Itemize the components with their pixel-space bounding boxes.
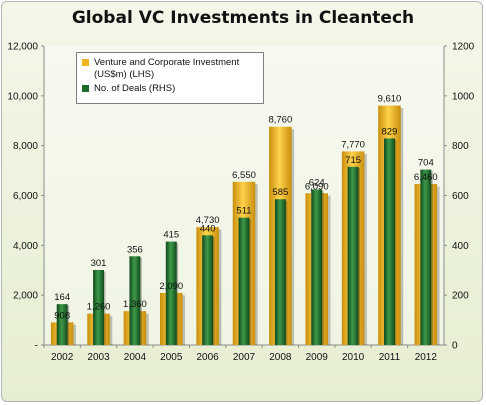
chart-title: Global VC Investments in Cleantech bbox=[71, 8, 415, 28]
x-tick-label: 2008 bbox=[269, 352, 292, 363]
x-tick-label: 2002 bbox=[51, 352, 74, 363]
y-left-tick-label: 4,000 bbox=[13, 241, 38, 252]
deals-bar bbox=[56, 304, 68, 345]
deals-data-label: 704 bbox=[418, 158, 434, 169]
deals-data-label: 715 bbox=[345, 155, 361, 166]
deals-bar bbox=[384, 138, 395, 345]
investment-data-label: 908 bbox=[54, 310, 70, 321]
deals-bar bbox=[165, 241, 177, 345]
deals-bar bbox=[347, 166, 359, 345]
legend-swatch-deals bbox=[82, 85, 89, 92]
legend: Venture and Corporate Investment (US$m) … bbox=[76, 52, 264, 104]
deals-bar bbox=[420, 169, 432, 345]
investment-data-label: 6,460 bbox=[414, 172, 438, 183]
y-right-tick-label: 400 bbox=[452, 241, 469, 252]
legend-item-deals: No. of Deals (RHS) bbox=[82, 83, 258, 95]
legend-item-investment: Venture and Corporate Investment (US$m) … bbox=[82, 57, 258, 81]
x-tick-label: 2004 bbox=[124, 352, 147, 363]
investment-data-label: 7,770 bbox=[341, 139, 365, 150]
y-left-tick-label: 12,000 bbox=[7, 42, 38, 53]
deals-bar bbox=[93, 270, 104, 345]
deals-data-label: 624 bbox=[309, 178, 325, 189]
x-tick-label: 2011 bbox=[379, 352, 401, 363]
deals-data-label: 301 bbox=[91, 258, 107, 269]
deals-bar bbox=[238, 217, 250, 345]
deals-data-label: 415 bbox=[163, 230, 179, 241]
x-tick-label: 2010 bbox=[342, 352, 365, 363]
y-right-tick-label: 200 bbox=[452, 291, 469, 302]
y-right-tick-label: 800 bbox=[452, 141, 469, 152]
investment-data-label: 4,730 bbox=[196, 215, 220, 226]
y-right-tick-label: 0 bbox=[452, 341, 458, 352]
deals-bar bbox=[274, 199, 286, 345]
y-left-tick-label: 10,000 bbox=[7, 91, 38, 102]
investment-data-label: 6,090 bbox=[305, 181, 329, 192]
investment-data-label: 1,360 bbox=[123, 299, 147, 310]
investment-data-label: 1,260 bbox=[87, 302, 111, 313]
deals-data-label: 440 bbox=[200, 223, 216, 234]
investment-data-label: 9,610 bbox=[378, 94, 402, 105]
y-right-tick-label: 600 bbox=[452, 191, 469, 202]
x-tick-label: 2006 bbox=[197, 352, 220, 363]
deals-data-label: 164 bbox=[54, 292, 70, 303]
deals-data-label: 511 bbox=[236, 206, 251, 217]
bars bbox=[50, 105, 440, 345]
y-left-tick-label: - bbox=[35, 341, 38, 352]
legend-swatch-investment bbox=[82, 59, 89, 66]
x-tick-label: 2003 bbox=[87, 352, 110, 363]
investment-data-label: 2,090 bbox=[159, 281, 183, 292]
deals-bar bbox=[202, 235, 214, 345]
investment-data-label: 6,550 bbox=[232, 170, 256, 181]
y-right-tick-label: 1200 bbox=[452, 42, 475, 53]
deals-data-label: 585 bbox=[272, 187, 288, 198]
investment-data-label: 8,760 bbox=[268, 115, 292, 126]
y-left-tick-label: 6,000 bbox=[13, 191, 38, 202]
deals-bar bbox=[311, 189, 323, 345]
deals-data-label: 829 bbox=[382, 126, 398, 137]
x-tick-label: 2012 bbox=[415, 352, 438, 363]
legend-label-investment: Venture and Corporate Investment (US$m) … bbox=[94, 57, 240, 80]
axes: - 2,000 4,000 6,000 8,000 10,000 12,000 0 200 400… bbox=[7, 42, 474, 364]
y-left-tick-label: 2,000 bbox=[13, 291, 38, 302]
legend-label-deals: No. of Deals (RHS) bbox=[94, 83, 176, 94]
deals-bar bbox=[129, 256, 141, 345]
deals-data-label: 356 bbox=[127, 244, 143, 255]
x-tick-label: 2009 bbox=[306, 352, 329, 363]
y-left-tick-label: 8,000 bbox=[13, 141, 38, 152]
x-tick-label: 2005 bbox=[160, 352, 183, 363]
x-tick-label: 2007 bbox=[233, 352, 256, 363]
y-right-tick-label: 1000 bbox=[452, 91, 475, 102]
